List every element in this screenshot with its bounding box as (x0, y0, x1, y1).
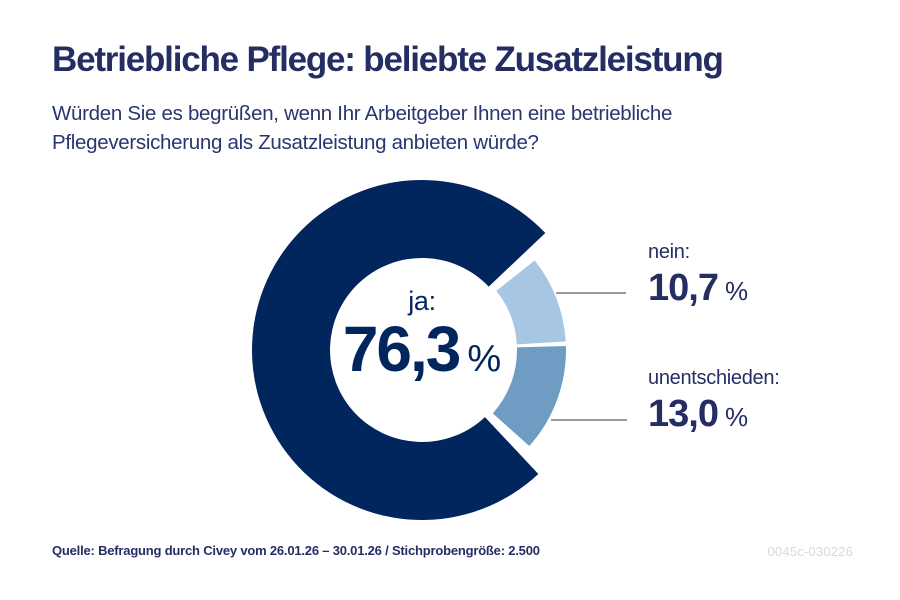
donut-segment-ja (252, 180, 546, 521)
survey-question-line-2: Pflegeversicherung als Zusatzleistung an… (52, 131, 539, 154)
survey-question: Würden Sie es begrüßen, wenn Ihr Arbeitg… (52, 99, 672, 157)
percent-sign-nein: % (724, 276, 749, 306)
percent-sign-ja: % (467, 338, 502, 380)
segment-label-ja: ja: 76,3% (272, 286, 572, 390)
percent-sign-unentschieden: % (724, 402, 749, 432)
segment-name-unentschieden: unentschieden: (648, 367, 780, 389)
donut-segment-nein (496, 260, 566, 345)
chart-title: Betriebliche Pflege: beliebte Zusatzleis… (52, 40, 724, 79)
segment-label-unentschieden: unentschieden: 13,0% (648, 366, 780, 438)
donut-chart (252, 180, 567, 521)
leader-line-nein (556, 292, 626, 294)
source-note: Quelle: Befragung durch Civey vom 26.01.… (52, 543, 540, 558)
segment-value-unentschieden: 13,0% (648, 393, 779, 438)
segment-value-number-ja: 76,3 (342, 313, 462, 385)
survey-question-line-1: Würden Sie es begrüßen, wenn Ihr Arbeitg… (52, 102, 673, 125)
reference-code: 0045c-030226 (767, 544, 853, 559)
segment-name-ja: ja: (408, 286, 436, 316)
segment-label-nein: nein: 10,7% (648, 240, 748, 312)
segment-value-number-nein: 10,7 (648, 267, 719, 309)
leader-line-unentschieden (551, 419, 627, 421)
segment-value-nein: 10,7% (648, 267, 748, 312)
segment-value-ja: 76,3% (272, 317, 572, 390)
segment-value-number-unentschieden: 13,0 (648, 393, 719, 435)
donut-segment-unentschieden (492, 346, 567, 447)
segment-name-nein: nein: (648, 241, 690, 263)
